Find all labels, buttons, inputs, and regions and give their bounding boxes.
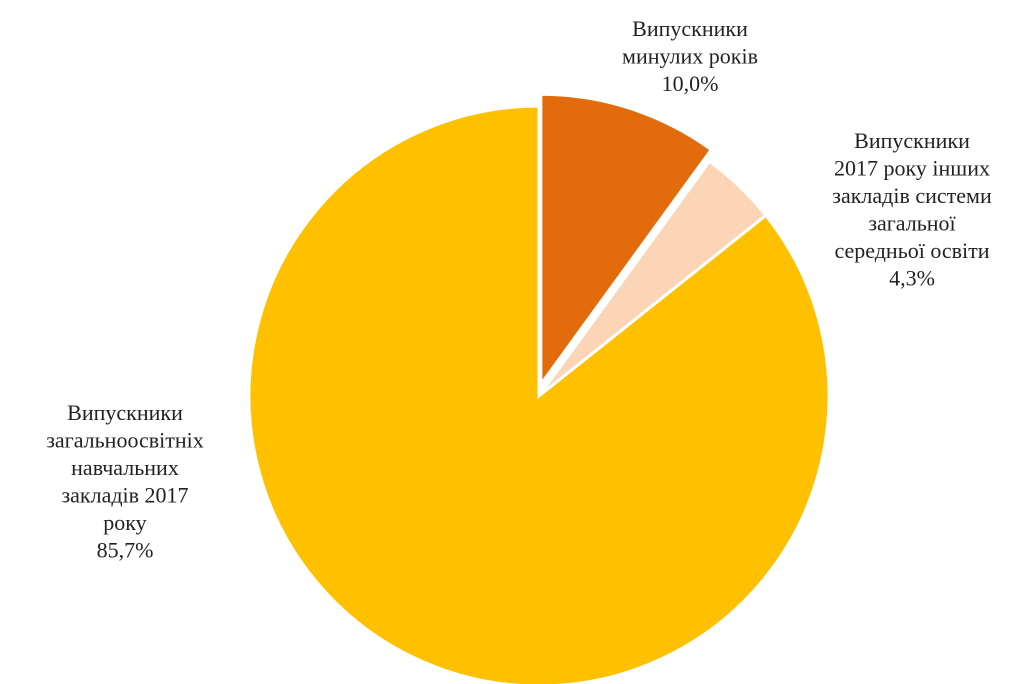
- slice-label: Випускники 2017 року інших закладів систем…: [832, 128, 992, 291]
- slice-label: Випускники загальноосвітніх навчальних закл…: [46, 400, 204, 563]
- slice-name-line: навчальних: [71, 455, 179, 480]
- pie-slice: [247, 104, 831, 684]
- slice-name-line: загальноосвітніх: [46, 428, 204, 453]
- pie-slice: [539, 92, 714, 389]
- slice-name-line: закладів 2017: [61, 483, 188, 508]
- slice-value-label: 4,3%: [889, 266, 935, 291]
- slice-value-label: 85,7%: [97, 538, 154, 563]
- slice-name-line: Випускники: [67, 400, 183, 425]
- slice-name-line: минулих років: [622, 44, 758, 69]
- slice-name-line: закладів системи: [832, 183, 992, 208]
- slice-name-line: року: [103, 510, 146, 535]
- slice-name-line: загальної: [868, 211, 956, 236]
- slice-name-line: 2017 року інших: [834, 156, 990, 181]
- slice-name-line: середньої освіти: [834, 238, 989, 263]
- slice-name-line: Випускники: [854, 128, 970, 153]
- pie-slices: [247, 92, 831, 684]
- slice-label: Випускники минулих років 10,0%: [622, 16, 758, 96]
- slice-value-label: 10,0%: [662, 71, 719, 96]
- pie-labels: Випускники минулих років 10,0% Випускники 20…: [46, 16, 992, 563]
- slice-name-line: Випускники: [632, 16, 748, 41]
